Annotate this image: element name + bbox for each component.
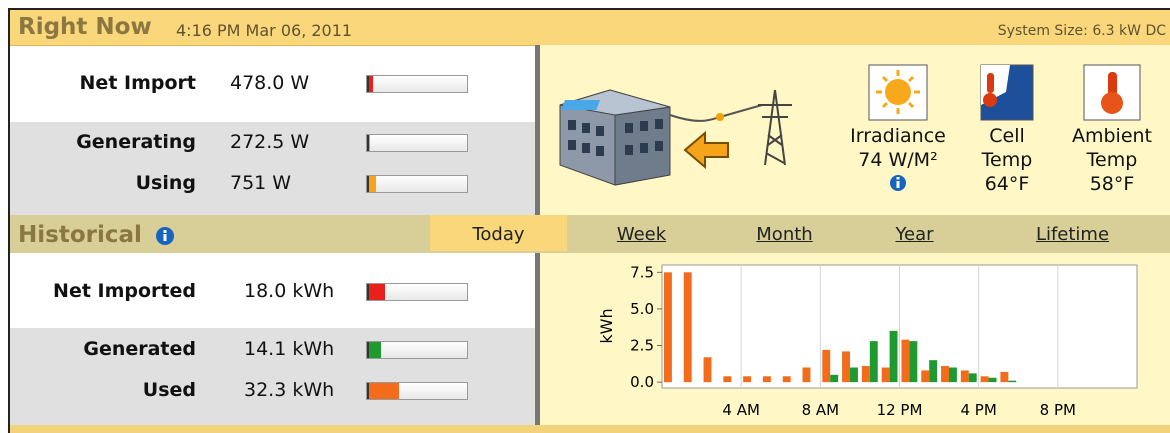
row-label: Net Import [79, 72, 196, 94]
top-border [8, 8, 1170, 10]
bar [822, 349, 831, 383]
condition-value: 64°F [984, 173, 1030, 195]
y-axis-label: kWh [597, 308, 616, 343]
meter-fill [367, 342, 382, 358]
meter [366, 175, 468, 193]
row-label: Generated [83, 338, 196, 360]
bar [703, 357, 712, 383]
bar [663, 272, 672, 383]
bar [1008, 380, 1017, 383]
bar [802, 367, 811, 383]
condition-value: 58°F [1089, 173, 1135, 195]
divider [535, 253, 540, 425]
tab[interactable]: Week [616, 224, 667, 245]
tab[interactable]: Lifetime [1035, 224, 1110, 245]
tab[interactable]: Today [430, 215, 567, 251]
meter-fill [367, 176, 377, 192]
meter-fill [367, 383, 400, 399]
meter [366, 134, 468, 152]
condition-label: Irradiance [850, 125, 946, 147]
row-value: 272.5 W [230, 131, 310, 153]
bar [901, 339, 910, 383]
bar [683, 272, 692, 383]
bar [743, 376, 752, 383]
chart: kWh 4 AM 8 AM 12 PM 4 PM 8 PM 0.0 2.5 5.0 7.5 [597, 263, 1138, 419]
left-border [8, 8, 10, 433]
bar [842, 351, 851, 383]
divider [535, 45, 540, 215]
bar [948, 367, 957, 383]
timestamp: 4:16 PM Mar 06, 2011 [176, 21, 353, 40]
bar [941, 366, 949, 383]
condition-value: 74 W/M² [858, 149, 938, 171]
meter [366, 75, 468, 93]
bar [909, 341, 918, 383]
bar [929, 360, 938, 383]
bar [723, 376, 732, 383]
y-tick-label: 5.0 [630, 300, 654, 318]
bar [988, 377, 997, 383]
historical-title: Historical [18, 222, 142, 248]
bar [869, 341, 878, 383]
bar [960, 370, 969, 383]
x-tick-label: 8 AM [802, 401, 840, 419]
row-label: Generating [76, 131, 196, 153]
right-now-title: Right Now [18, 14, 152, 40]
energy-illustration [559, 64, 1141, 191]
row-value: 18.0 kWh [244, 280, 335, 302]
bar [881, 367, 890, 383]
bar [889, 330, 898, 383]
x-tick-label: 12 PM [877, 401, 923, 419]
bar [861, 366, 870, 383]
row-label: Using [135, 172, 196, 194]
row-value: 751 W [230, 172, 292, 194]
bar [830, 374, 839, 383]
row-label: Used [142, 379, 196, 401]
bar [980, 376, 989, 383]
bar [968, 373, 977, 383]
meter-fill [367, 76, 373, 92]
bar [1000, 371, 1009, 383]
y-tick-label: 7.5 [630, 263, 654, 281]
x-tick-label: 4 PM [961, 401, 997, 419]
condition-label: Cell Temp [981, 125, 1033, 171]
bar [782, 376, 791, 383]
bar [762, 376, 771, 383]
y-tick-label: 2.5 [630, 337, 654, 355]
x-tick-label: 8 PM [1040, 401, 1076, 419]
footer-strip [10, 425, 1170, 433]
y-tick-label: 0.0 [630, 373, 654, 391]
meter-fill [367, 284, 385, 300]
tab[interactable]: Month [756, 224, 813, 245]
historical-bar [10, 215, 1170, 253]
bar [921, 370, 930, 383]
meter-fill [367, 135, 371, 151]
row-value: 14.1 kWh [244, 338, 335, 360]
bar [850, 367, 858, 383]
meter [366, 382, 468, 400]
x-tick-label: 4 AM [722, 401, 760, 419]
row-value: 478.0 W [230, 72, 310, 94]
row-value: 32.3 kWh [244, 379, 335, 401]
row-label: Net Imported [53, 280, 196, 302]
system-size: System Size: 6.3 kW DC [997, 23, 1166, 39]
condition-label: Ambient Temp [1071, 125, 1153, 171]
tab[interactable]: Year [895, 224, 934, 245]
meter [366, 283, 468, 301]
info-icon[interactable] [155, 226, 175, 246]
meter [366, 341, 468, 359]
